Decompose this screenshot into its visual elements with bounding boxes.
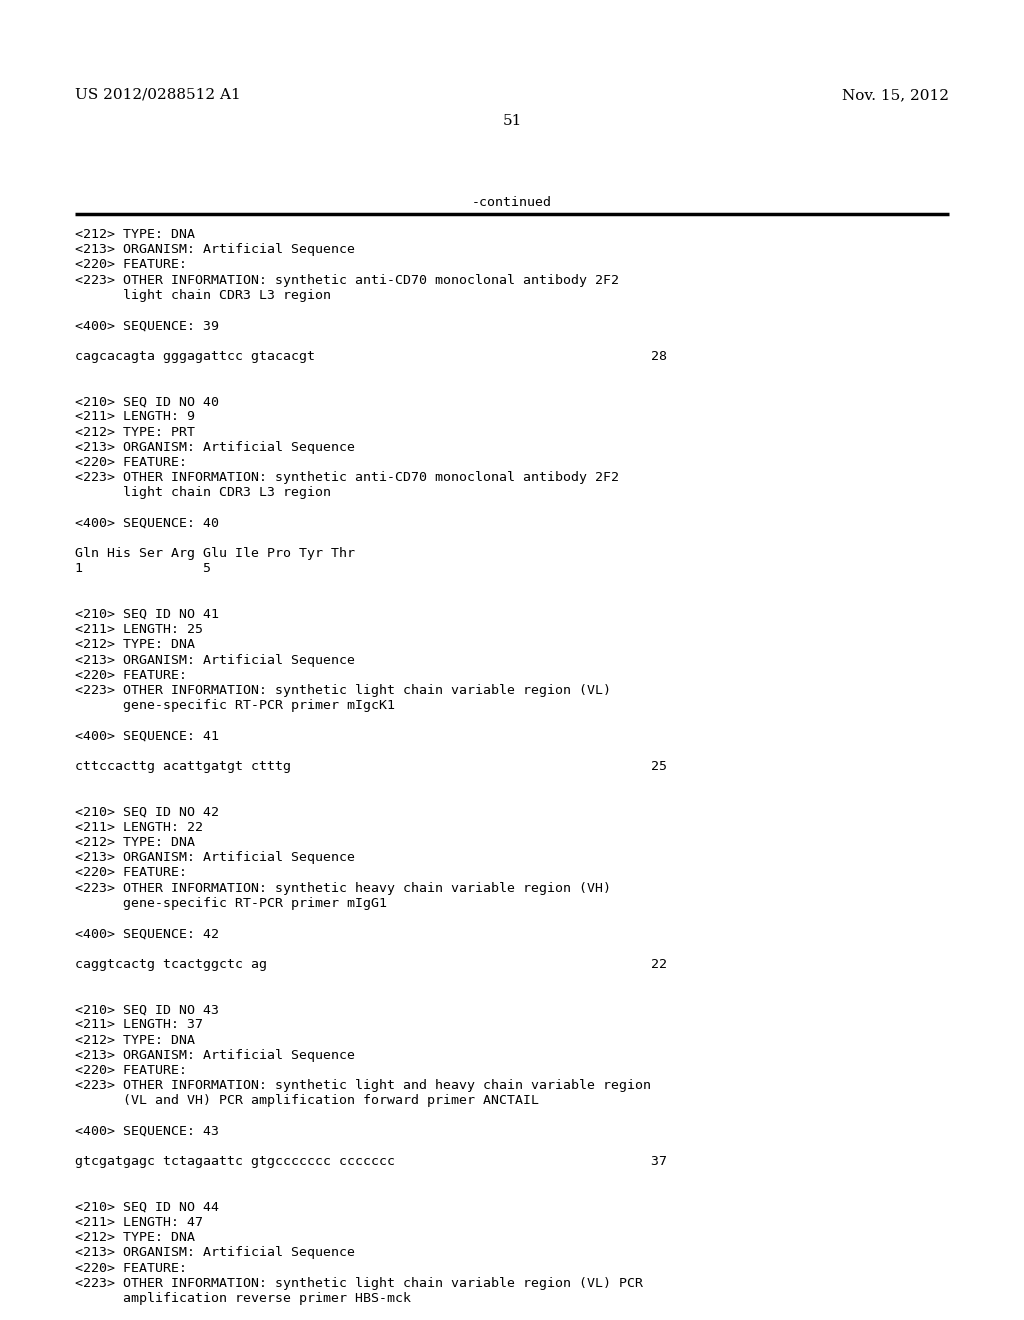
Text: <211> LENGTH: 37: <211> LENGTH: 37: [75, 1019, 203, 1031]
Text: <400> SEQUENCE: 41: <400> SEQUENCE: 41: [75, 730, 219, 743]
Text: <210> SEQ ID NO 43: <210> SEQ ID NO 43: [75, 1003, 219, 1016]
Text: <211> LENGTH: 9: <211> LENGTH: 9: [75, 411, 195, 424]
Text: <213> ORGANISM: Artificial Sequence: <213> ORGANISM: Artificial Sequence: [75, 441, 355, 454]
Text: US 2012/0288512 A1: US 2012/0288512 A1: [75, 88, 241, 102]
Text: gene-specific RT-PCR primer mIgcK1: gene-specific RT-PCR primer mIgcK1: [75, 700, 395, 713]
Text: <213> ORGANISM: Artificial Sequence: <213> ORGANISM: Artificial Sequence: [75, 243, 355, 256]
Text: <400> SEQUENCE: 42: <400> SEQUENCE: 42: [75, 927, 219, 940]
Text: <220> FEATURE:: <220> FEATURE:: [75, 669, 187, 682]
Text: <220> FEATURE:: <220> FEATURE:: [75, 866, 187, 879]
Text: <223> OTHER INFORMATION: synthetic anti-CD70 monoclonal antibody 2F2: <223> OTHER INFORMATION: synthetic anti-…: [75, 273, 618, 286]
Text: caggtcactg tcactggctc ag                                                22: caggtcactg tcactggctc ag 22: [75, 957, 667, 970]
Text: Gln His Ser Arg Glu Ile Pro Tyr Thr: Gln His Ser Arg Glu Ile Pro Tyr Thr: [75, 548, 355, 560]
Text: <220> FEATURE:: <220> FEATURE:: [75, 259, 187, 272]
Text: <223> OTHER INFORMATION: synthetic light chain variable region (VL): <223> OTHER INFORMATION: synthetic light…: [75, 684, 611, 697]
Text: <210> SEQ ID NO 44: <210> SEQ ID NO 44: [75, 1201, 219, 1214]
Text: <223> OTHER INFORMATION: synthetic anti-CD70 monoclonal antibody 2F2: <223> OTHER INFORMATION: synthetic anti-…: [75, 471, 618, 484]
Text: <212> TYPE: PRT: <212> TYPE: PRT: [75, 425, 195, 438]
Text: <213> ORGANISM: Artificial Sequence: <213> ORGANISM: Artificial Sequence: [75, 851, 355, 865]
Text: <212> TYPE: DNA: <212> TYPE: DNA: [75, 836, 195, 849]
Text: <213> ORGANISM: Artificial Sequence: <213> ORGANISM: Artificial Sequence: [75, 1049, 355, 1061]
Text: <400> SEQUENCE: 43: <400> SEQUENCE: 43: [75, 1125, 219, 1138]
Text: <210> SEQ ID NO 42: <210> SEQ ID NO 42: [75, 805, 219, 818]
Text: <210> SEQ ID NO 40: <210> SEQ ID NO 40: [75, 395, 219, 408]
Text: <220> FEATURE:: <220> FEATURE:: [75, 1064, 187, 1077]
Text: 1               5: 1 5: [75, 562, 211, 576]
Text: <210> SEQ ID NO 41: <210> SEQ ID NO 41: [75, 609, 219, 620]
Text: <223> OTHER INFORMATION: synthetic light and heavy chain variable region: <223> OTHER INFORMATION: synthetic light…: [75, 1080, 651, 1092]
Text: gene-specific RT-PCR primer mIgG1: gene-specific RT-PCR primer mIgG1: [75, 896, 387, 909]
Text: <213> ORGANISM: Artificial Sequence: <213> ORGANISM: Artificial Sequence: [75, 1246, 355, 1259]
Text: Nov. 15, 2012: Nov. 15, 2012: [842, 88, 949, 102]
Text: <213> ORGANISM: Artificial Sequence: <213> ORGANISM: Artificial Sequence: [75, 653, 355, 667]
Text: -continued: -continued: [472, 195, 552, 209]
Text: <211> LENGTH: 25: <211> LENGTH: 25: [75, 623, 203, 636]
Text: gtcgatgagc tctagaattc gtgccccccc ccccccc                                37: gtcgatgagc tctagaattc gtgccccccc ccccccc…: [75, 1155, 667, 1168]
Text: <223> OTHER INFORMATION: synthetic heavy chain variable region (VH): <223> OTHER INFORMATION: synthetic heavy…: [75, 882, 611, 895]
Text: light chain CDR3 L3 region: light chain CDR3 L3 region: [75, 289, 331, 302]
Text: <211> LENGTH: 47: <211> LENGTH: 47: [75, 1216, 203, 1229]
Text: cttccacttg acattgatgt ctttg                                             25: cttccacttg acattgatgt ctttg 25: [75, 760, 667, 774]
Text: 51: 51: [503, 114, 521, 128]
Text: <223> OTHER INFORMATION: synthetic light chain variable region (VL) PCR: <223> OTHER INFORMATION: synthetic light…: [75, 1276, 643, 1290]
Text: <211> LENGTH: 22: <211> LENGTH: 22: [75, 821, 203, 834]
Text: <220> FEATURE:: <220> FEATURE:: [75, 455, 187, 469]
Text: <212> TYPE: DNA: <212> TYPE: DNA: [75, 1232, 195, 1245]
Text: <400> SEQUENCE: 40: <400> SEQUENCE: 40: [75, 517, 219, 529]
Text: cagcacagta gggagattcc gtacacgt                                          28: cagcacagta gggagattcc gtacacgt 28: [75, 350, 667, 363]
Text: (VL and VH) PCR amplification forward primer ANCTAIL: (VL and VH) PCR amplification forward pr…: [75, 1094, 539, 1107]
Text: light chain CDR3 L3 region: light chain CDR3 L3 region: [75, 486, 331, 499]
Text: amplification reverse primer HBS-mck: amplification reverse primer HBS-mck: [75, 1292, 411, 1305]
Text: <220> FEATURE:: <220> FEATURE:: [75, 1262, 187, 1275]
Text: <212> TYPE: DNA: <212> TYPE: DNA: [75, 639, 195, 651]
Text: <400> SEQUENCE: 39: <400> SEQUENCE: 39: [75, 319, 219, 333]
Text: <212> TYPE: DNA: <212> TYPE: DNA: [75, 1034, 195, 1047]
Text: <212> TYPE: DNA: <212> TYPE: DNA: [75, 228, 195, 242]
